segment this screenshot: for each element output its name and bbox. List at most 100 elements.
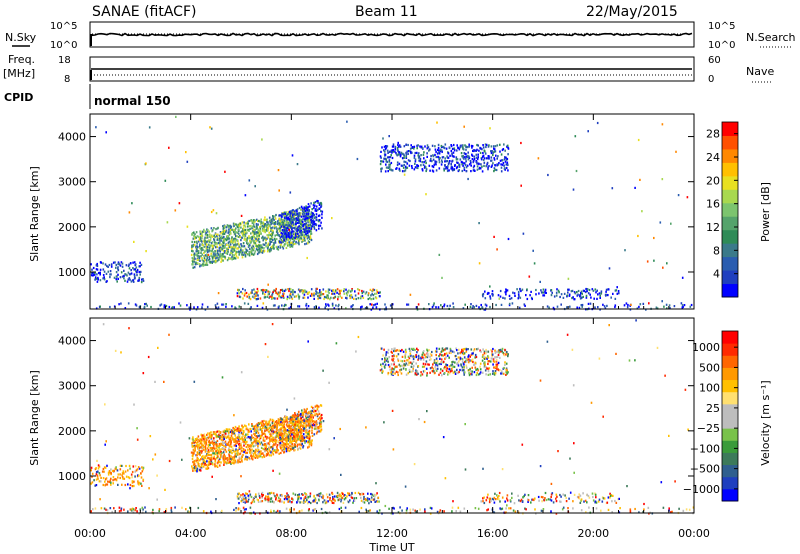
data-cell xyxy=(303,234,306,237)
data-cell xyxy=(207,432,209,435)
data-cell xyxy=(200,433,203,436)
nsearch-tick-top: 10^5 xyxy=(708,21,735,32)
data-cell xyxy=(145,250,147,253)
data-cell xyxy=(504,160,507,163)
data-cell xyxy=(671,510,673,513)
data-cell xyxy=(505,507,507,510)
data-cell xyxy=(249,506,252,509)
data-cell xyxy=(234,437,237,441)
data-cell xyxy=(345,307,347,310)
data-cell xyxy=(309,219,311,222)
data-cell xyxy=(220,439,223,442)
data-cell xyxy=(512,291,514,294)
nsky-tick-bottom: 10^0 xyxy=(50,40,77,51)
data-cell xyxy=(305,290,308,293)
data-cell xyxy=(367,292,370,295)
data-cell xyxy=(388,168,391,171)
data-cell xyxy=(284,496,287,500)
data-cell xyxy=(311,222,314,225)
data-cell xyxy=(224,257,226,260)
data-cell xyxy=(134,303,137,306)
data-cell xyxy=(271,292,274,295)
data-cell xyxy=(290,430,293,433)
data-cell xyxy=(267,452,270,455)
data-cell xyxy=(197,254,199,258)
data-cell xyxy=(197,506,200,510)
data-cell xyxy=(220,260,222,263)
data-cell xyxy=(210,250,212,253)
data-cell xyxy=(270,228,272,231)
data-cell xyxy=(131,507,134,510)
data-cell xyxy=(296,218,298,221)
data-cell xyxy=(285,439,287,442)
data-cell xyxy=(168,146,170,149)
data-cell xyxy=(429,148,431,151)
data-cell xyxy=(131,470,134,474)
data-cell xyxy=(287,222,290,225)
data-cell xyxy=(202,262,204,266)
data-cell xyxy=(303,497,306,500)
data-cell xyxy=(113,507,115,510)
data-cell xyxy=(208,462,211,465)
data-cell xyxy=(542,294,544,297)
data-cell xyxy=(145,162,147,165)
data-cell xyxy=(567,277,570,280)
data-cell xyxy=(431,165,434,168)
data-cell xyxy=(286,433,288,436)
data-cell xyxy=(234,232,236,235)
data-cell xyxy=(265,245,267,248)
data-cell xyxy=(90,274,93,277)
data-cell xyxy=(511,302,514,305)
data-cell xyxy=(481,170,484,173)
data-cell xyxy=(364,292,367,295)
data-cell xyxy=(210,456,213,459)
data-cell xyxy=(430,154,432,158)
data-cell xyxy=(595,507,598,510)
data-cell xyxy=(310,232,313,235)
data-cell xyxy=(244,501,247,504)
data-cell xyxy=(336,288,339,291)
data-cell xyxy=(246,440,248,443)
data-cell xyxy=(230,445,233,448)
data-cell xyxy=(150,305,152,309)
data-cell xyxy=(492,511,495,514)
data-cell xyxy=(266,429,268,432)
data-cell xyxy=(470,303,472,306)
data-cell xyxy=(260,232,262,235)
data-cell xyxy=(284,428,287,431)
data-cell xyxy=(254,242,257,245)
data-cell xyxy=(289,440,291,443)
data-cell xyxy=(473,306,475,309)
data-cell xyxy=(265,289,268,292)
data-cell xyxy=(193,234,195,237)
data-cell xyxy=(690,303,693,307)
data-cell xyxy=(232,438,234,441)
data-cell xyxy=(269,428,272,431)
data-cell xyxy=(229,240,232,243)
data-cell xyxy=(304,418,307,421)
data-cell xyxy=(306,224,309,227)
data-cell xyxy=(566,294,569,297)
data-cell xyxy=(288,497,291,500)
data-cell xyxy=(278,305,280,308)
data-cell xyxy=(587,130,589,133)
data-cell xyxy=(193,439,196,442)
data-cell xyxy=(307,432,309,435)
data-cell xyxy=(261,431,264,434)
data-cell xyxy=(255,431,257,434)
data-cell xyxy=(298,425,300,428)
data-cell xyxy=(317,297,319,300)
data-cell xyxy=(218,460,221,464)
data-cell xyxy=(215,242,218,245)
data-cell xyxy=(286,498,288,501)
cpid-row: CPID normal 150 xyxy=(4,84,171,109)
data-cell xyxy=(317,410,320,413)
data-cell xyxy=(333,292,336,295)
data-cell xyxy=(241,251,244,254)
data-cell xyxy=(234,229,236,232)
data-cell xyxy=(200,451,203,454)
data-cell xyxy=(473,158,476,161)
colorbar-segment xyxy=(722,256,738,271)
data-cell xyxy=(253,441,255,444)
data-cell xyxy=(94,276,97,279)
